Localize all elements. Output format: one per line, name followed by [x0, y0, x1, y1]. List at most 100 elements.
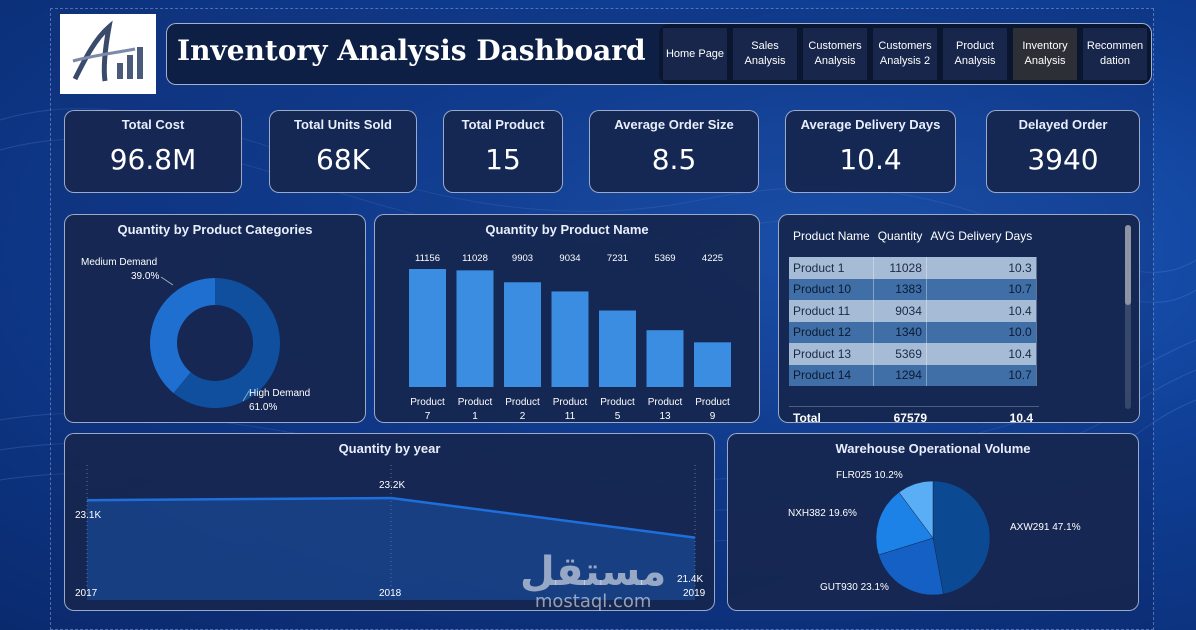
kpi-value: 8.5 [651, 143, 697, 176]
bar-value-label: 9903 [512, 253, 533, 264]
page-title: Inventory Analysis Dashboard [177, 34, 646, 67]
category-donut-chart[interactable]: Medium Demand 39.0% High Demand 61.0% [65, 241, 365, 421]
kpi-card-total-units-sold: Total Units Sold 68K [269, 110, 417, 193]
bar-category-label: Product [458, 397, 493, 408]
area-fill [87, 498, 695, 600]
nav-button-1[interactable]: Sales Analysis [733, 28, 797, 80]
table-scrollbar[interactable] [1125, 225, 1131, 409]
table-row[interactable]: Product 13 5369 10.4 [789, 343, 1037, 365]
cell-quantity: 9034 [873, 300, 927, 322]
table-row[interactable]: Product 14 1294 10.7 [789, 364, 1037, 386]
kpi-value: 96.8M [109, 143, 197, 176]
cell-quantity: 1340 [873, 321, 927, 343]
nav-button-6[interactable]: Recommen dation [1083, 28, 1147, 80]
logo-icon [72, 20, 143, 82]
pie-slice-flr025[interactable] [898, 480, 934, 539]
bar-value-label: 5369 [654, 253, 675, 264]
kpi-label: Total Cost [121, 117, 185, 132]
cell-avg-delivery: 10.4 [926, 343, 1037, 365]
bar-category-label: 1 [472, 411, 478, 421]
kpi-card-total-product: Total Product 15 [443, 110, 563, 193]
cell-quantity: 1294 [873, 364, 927, 386]
donut-label-pct: 39.0% [131, 271, 159, 282]
nav-button-5[interactable]: Inventory Analysis [1013, 28, 1077, 80]
nav-button-2[interactable]: Customers Analysis [803, 28, 867, 80]
table-total-row: Total 67579 10.4 [789, 406, 1039, 428]
product-table-panel[interactable]: Product Name Quantity AVG Delivery Days … [778, 214, 1140, 425]
year-area-chart[interactable]: 23.1K 2017 23.2K 2018 21.4K 2019 [65, 460, 714, 610]
bar-category-label: 2 [520, 411, 526, 421]
panel-title: Quantity by year [338, 441, 441, 456]
kpi-card-delayed-order: Delayed Order 3940 [986, 110, 1140, 193]
col-header-quantity[interactable]: Quantity [877, 229, 923, 243]
cell-quantity: 5369 [873, 343, 927, 365]
x-tick-label: 2017 [75, 588, 98, 599]
cell-product-name: Product 10 [789, 278, 875, 300]
bar-category-label: 13 [659, 411, 671, 421]
panel-title: Warehouse Operational Volume [835, 441, 1031, 456]
panel-title: Quantity by Product Categories [117, 222, 313, 237]
bar-value-label: 11156 [415, 253, 440, 264]
bar-value-label: 4225 [702, 253, 723, 264]
table-row[interactable]: Product 1 11028 10.3 [789, 257, 1037, 279]
pie-slice-axw291[interactable] [932, 480, 991, 595]
kpi-label: Average Order Size [614, 117, 734, 132]
bar-product-11[interactable] [551, 291, 589, 387]
bar-product-13[interactable] [646, 330, 684, 387]
cell-avg-delivery: 10.7 [926, 278, 1037, 300]
total-avg-delivery: 10.4 [1009, 411, 1033, 425]
cell-avg-delivery: 10.3 [926, 257, 1037, 279]
bar-category-label: Product [505, 397, 540, 408]
product-table-wrap: Product Name Quantity AVG Delivery Days … [789, 223, 1039, 425]
kpi-value: 3940 [1027, 143, 1099, 176]
product-table[interactable]: Product Name Quantity AVG Delivery Days … [789, 223, 1037, 386]
donut-label-name: Medium Demand [81, 257, 157, 268]
pie-label: AXW291 47.1% [1010, 522, 1081, 533]
kpi-card-average-delivery-days: Average Delivery Days 10.4 [785, 110, 956, 193]
bar-category-label: 11 [565, 411, 576, 421]
watermark-arabic: مستقل [520, 549, 667, 595]
table-header-row: Product Name Quantity AVG Delivery Days [789, 223, 1036, 257]
category-donut-panel[interactable]: Quantity by Product Categories Medium De… [64, 214, 366, 423]
bar-category-label: Product [410, 397, 445, 408]
col-header-product-name[interactable]: Product Name [793, 229, 870, 243]
pie-slice-gut930[interactable] [878, 537, 944, 596]
cell-quantity: 11028 [873, 257, 927, 279]
bar-category-label: 7 [425, 411, 431, 421]
cell-product-name: Product 13 [789, 343, 875, 365]
year-area-panel[interactable]: Quantity by year 23.1K 2017 23.2K 2018 21.4K… [64, 433, 715, 611]
bar-product-7[interactable] [409, 269, 446, 387]
x-tick-label: 2018 [379, 588, 402, 599]
nav-button-4[interactable]: Product Analysis [943, 28, 1007, 80]
donut-slice-high-demand[interactable] [173, 278, 280, 408]
col-header-avg-delivery[interactable]: AVG Delivery Days [930, 229, 1033, 243]
donut-slice-medium-demand[interactable] [150, 278, 215, 394]
bar-value-label: 7231 [607, 253, 628, 264]
product-bar-chart[interactable]: 11156 Product 7 11028 Product 1 9903 Product 2 90… [375, 241, 759, 421]
kpi-label: Average Delivery Days [800, 117, 941, 132]
kpi-label: Total Product [461, 117, 545, 132]
table-row[interactable]: Product 12 1340 10.0 [789, 321, 1037, 343]
data-label: 23.1K [75, 510, 101, 521]
bar-product-5[interactable] [599, 310, 636, 387]
table-row[interactable]: Product 10 1383 10.7 [789, 278, 1037, 300]
area-line[interactable] [86, 496, 696, 539]
table-scroll-thumb[interactable] [1125, 225, 1131, 305]
bar-product-2[interactable] [504, 282, 541, 387]
product-bar-panel[interactable]: Quantity by Product Name 11156 Product 7 11… [374, 214, 760, 423]
bar-product-1[interactable] [456, 270, 494, 387]
bar-product-9[interactable] [694, 342, 731, 387]
kpi-value: 68K [316, 143, 370, 176]
x-tick-label: 2019 [683, 588, 706, 599]
bar-category-label: Product [648, 397, 683, 408]
leader-line [160, 276, 174, 286]
cell-avg-delivery: 10.7 [926, 364, 1037, 386]
nav-button-0[interactable]: Home Page [663, 28, 727, 80]
pie-label: FLR025 10.2% [836, 470, 903, 481]
warehouse-pie-chart[interactable]: AXW291 47.1% GUT930 23.1% NXH382 19.6% FLR0… [728, 460, 1138, 610]
warehouse-pie-panel[interactable]: Warehouse Operational Volume AXW291 47.1… [727, 433, 1139, 611]
kpi-card-total-cost: Total Cost 96.8M [64, 110, 242, 193]
nav-button-3[interactable]: Customers Analysis 2 [873, 28, 937, 80]
pie-slice-nxh382[interactable] [875, 491, 934, 556]
table-row[interactable]: Product 11 9034 10.4 [789, 300, 1037, 322]
